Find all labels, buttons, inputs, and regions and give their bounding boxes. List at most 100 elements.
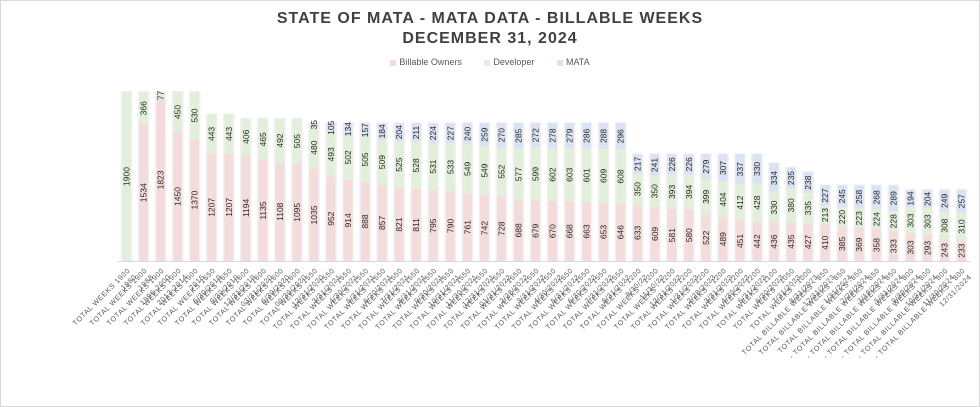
data-label: 224 — [871, 212, 881, 226]
bar-segment-developer — [922, 207, 932, 235]
bar-segment-developer — [173, 92, 183, 133]
data-label: 279 — [565, 128, 575, 142]
bar-segment-mata — [905, 189, 915, 208]
data-label: 609 — [650, 227, 660, 241]
data-label: 308 — [939, 218, 949, 232]
bar-segment-developer — [684, 174, 694, 210]
bar-segment-mata — [957, 189, 966, 213]
bar-segment-billable-owners — [377, 184, 387, 261]
data-label: 224 — [428, 126, 438, 140]
data-label: 857 — [377, 216, 387, 230]
bar-segment-billable-owners — [241, 154, 251, 261]
data-label: 505 — [360, 152, 370, 166]
data-label: 688 — [513, 223, 523, 237]
bar-segment-mata — [786, 167, 796, 189]
bar-segment-developer — [957, 212, 966, 241]
data-label: 303 — [905, 240, 915, 254]
bar-segment-developer — [701, 179, 711, 215]
legend-label: MATA — [565, 57, 590, 67]
data-label: 653 — [599, 225, 609, 239]
data-label: 451 — [735, 234, 745, 248]
bar-segment-mata — [445, 123, 455, 144]
bar-segment-billable-owners — [428, 190, 438, 261]
data-label: 450 — [173, 105, 183, 119]
bar-segment-mata — [803, 172, 813, 194]
data-label: 1207 — [224, 198, 234, 217]
data-label: 334 — [769, 171, 779, 185]
data-label: 1370 — [190, 190, 200, 209]
bar-segment-billable-owners — [275, 162, 285, 261]
bar-segment-mata — [616, 123, 626, 150]
data-label: 285 — [513, 128, 523, 142]
bar-segment-developer — [343, 135, 353, 180]
bar-segment-developer — [531, 147, 540, 201]
data-label: 240 — [462, 126, 472, 140]
bar-segment-billable-owners — [548, 201, 557, 261]
bar-segment-mata — [837, 185, 847, 208]
data-label: 1900 — [122, 167, 132, 186]
data-label: 410 — [820, 235, 830, 249]
bar-segment-billable-owners — [326, 176, 336, 261]
data-label: 761 — [462, 220, 472, 234]
data-label: 525 — [394, 157, 404, 171]
bar-segment-mata — [752, 154, 762, 184]
bar-segment-billable-owners — [445, 190, 455, 261]
bar-segment-mata — [735, 154, 745, 185]
bar-segment-developer — [496, 147, 506, 197]
bar-segment-developer — [803, 193, 813, 224]
bar-segment-mata — [769, 163, 779, 193]
bar-segment-billable-owners — [701, 214, 711, 261]
bar-segment-developer — [905, 207, 915, 235]
data-label: 184 — [377, 124, 387, 138]
legend-item-developer: Developer — [484, 57, 534, 67]
bar-segment-billable-owners — [905, 234, 915, 261]
data-label: 581 — [667, 228, 677, 242]
data-label: 428 — [752, 195, 762, 209]
data-label: 330 — [752, 162, 762, 176]
data-label: 249 — [939, 194, 949, 208]
data-label: 272 — [530, 128, 540, 142]
bar-segment-developer — [411, 141, 421, 189]
bar-segment-developer — [940, 211, 949, 240]
bar-segment-mata — [531, 123, 540, 148]
data-label: 333 — [888, 239, 898, 253]
data-label: 1035 — [309, 205, 319, 224]
data-label: 528 — [411, 158, 421, 172]
bar-segment-mata — [599, 123, 609, 149]
bar-segment-mata — [326, 123, 336, 133]
bar-segment-developer — [633, 173, 643, 205]
data-label: 330 — [769, 200, 779, 214]
bar-segment-developer — [616, 149, 626, 204]
data-label: 257 — [956, 194, 966, 208]
bar-segment-mata — [343, 123, 353, 136]
data-label: 204 — [394, 125, 404, 139]
data-label: 105 — [326, 120, 336, 134]
bar-segment-developer — [224, 114, 234, 154]
bar-segment-developer — [394, 141, 404, 188]
data-label: 241 — [650, 158, 660, 172]
data-label: 531 — [428, 159, 438, 173]
data-label: 821 — [394, 217, 404, 231]
bar-segment-developer — [462, 144, 472, 194]
bar-segment-mata — [394, 123, 404, 142]
legend-item-billable-owners: Billable Owners — [390, 57, 462, 67]
bar-segment-billable-owners — [633, 204, 643, 261]
bar-segment-developer — [718, 181, 728, 218]
bar-segment-mata — [718, 154, 728, 182]
data-label: 259 — [479, 127, 489, 141]
data-label: 663 — [582, 224, 592, 238]
bar-segment-billable-owners — [940, 239, 949, 261]
bar-segment-developer — [548, 147, 557, 202]
legend-item-mata: MATA — [556, 57, 590, 67]
data-label: 350 — [633, 182, 643, 196]
chart-title: STATE OF MATA - MATA DATA - BILLABLE WEE… — [276, 10, 704, 27]
data-label: 609 — [599, 168, 609, 182]
bar-segment-developer — [650, 175, 660, 207]
bar-segment-billable-owners — [871, 229, 881, 261]
bar-segment-mata — [888, 185, 898, 212]
bar-segment-billable-owners — [496, 196, 506, 261]
bar-segment-developer — [786, 188, 796, 223]
bar-segment-developer — [190, 92, 200, 140]
bar-segment-mata — [462, 123, 472, 145]
data-label: 670 — [548, 224, 558, 238]
